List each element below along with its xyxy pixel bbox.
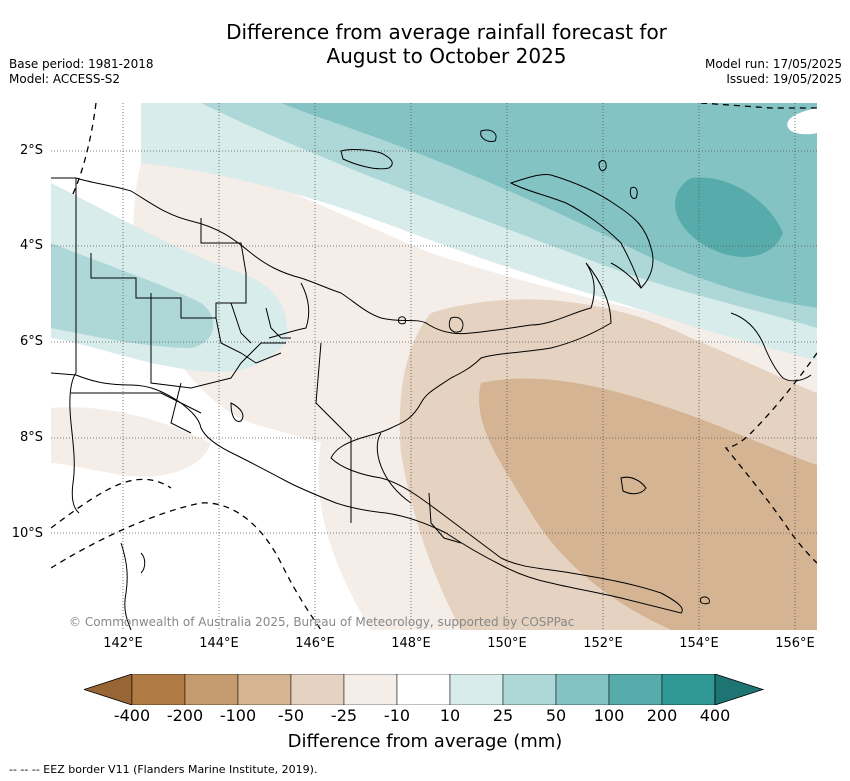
colorbar-segment — [131, 674, 186, 705]
model-name: Model: ACCESS-S2 — [9, 72, 121, 86]
colorbar-tick-label: 100 — [593, 706, 625, 725]
lon-label-152e: 152°E — [583, 636, 623, 651]
coastlines — [51, 129, 812, 630]
lon-label-142e: 142°E — [103, 636, 143, 651]
colorbar-tick-label: 10 — [439, 706, 461, 725]
eez-footer-note: -- -- -- EEZ border V11 (Flanders Marine… — [9, 763, 318, 776]
wet-zone-west-25 — [51, 243, 214, 348]
rainfall-anomaly-map — [51, 103, 817, 630]
lon-label-154e: 154°E — [679, 636, 719, 651]
dry-zone-strong — [479, 378, 817, 630]
lat-label-4s: 4°S — [19, 238, 43, 253]
model-run: Model run: 17/05/2025 — [704, 57, 842, 71]
colorbar-tick-label: -200 — [166, 706, 204, 725]
lat-label-10s: 10°S — [11, 526, 43, 541]
wet-zone-north-100 — [674, 177, 783, 257]
dry-zone-light-west — [51, 407, 211, 477]
meta-left: Base period: 1981-2018 Model: ACCESS-S2 — [9, 57, 154, 87]
eez-borders — [51, 103, 817, 630]
colorbar-tick-label: -10 — [383, 706, 411, 725]
colorbar-segment — [555, 674, 610, 705]
colorbar-tick-label: -25 — [330, 706, 358, 725]
colorbar-segment — [608, 674, 663, 705]
title-line-1: Difference from average rainfall forecas… — [226, 20, 667, 44]
lon-label-144e: 144°E — [199, 636, 239, 651]
colorbar-tick-label: -400 — [113, 706, 151, 725]
lat-label-6s: 6°S — [19, 334, 43, 349]
lon-label-148e: 148°E — [391, 636, 431, 651]
lon-label-150e: 150°E — [487, 636, 527, 651]
wet-zone-north-50 — [281, 103, 817, 308]
lat-label-8s: 8°S — [19, 430, 43, 445]
colorbar-tick-label: 25 — [492, 706, 514, 725]
graticule — [51, 103, 817, 630]
colorbar-extend-high — [714, 674, 765, 705]
colorbar-segment — [449, 674, 504, 705]
colorbar-segment — [343, 674, 398, 705]
colorbar-segment — [237, 674, 292, 705]
colorbar-segment — [184, 674, 239, 705]
lon-label-156e: 156°E — [775, 636, 815, 651]
colorbar — [84, 674, 765, 705]
lon-label-146e: 146°E — [295, 636, 335, 651]
colorbar-extend-low — [84, 674, 133, 705]
title-line-2: August to October 2025 — [326, 44, 567, 68]
colorbar-segment — [290, 674, 345, 705]
colorbar-title: Difference from average (mm) — [287, 731, 563, 752]
map-title: Difference from average rainfall forecas… — [0, 20, 850, 68]
issued-date: Issued: 19/05/2025 — [726, 72, 842, 86]
colorbar-tick-label: -100 — [219, 706, 257, 725]
colorbar-tick-label: 200 — [646, 706, 678, 725]
meta-right: Model run: 17/05/2025 Issued: 19/05/2025 — [705, 57, 842, 87]
colorbar-segment — [502, 674, 557, 705]
colorbar-segment — [661, 674, 716, 705]
colorbar-segment — [396, 674, 451, 705]
province-borders — [71, 218, 352, 439]
colorbar-tick-label: -50 — [277, 706, 305, 725]
base-period: Base period: 1981-2018 — [9, 57, 154, 71]
colorbar-tick-label: 400 — [699, 706, 731, 725]
lat-label-2s: 2°S — [19, 143, 43, 158]
copyright-notice: © Commonwealth of Australia 2025, Bureau… — [69, 615, 575, 629]
colorbar-tick-label: 50 — [545, 706, 567, 725]
